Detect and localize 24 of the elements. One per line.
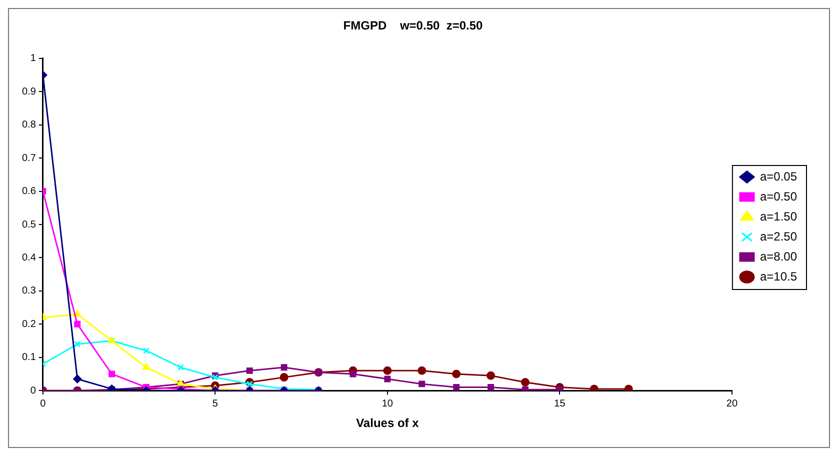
legend-label: a=1.50 (760, 209, 798, 224)
y-tick-label: 0.2 (22, 318, 36, 330)
y-tick-label: 0.4 (22, 252, 36, 264)
x-tick-label: 20 (726, 398, 738, 410)
y-tick-label: 0.8 (22, 120, 36, 131)
legend-label: a=10.5 (760, 269, 798, 284)
legend-label: a=0.50 (760, 189, 798, 204)
y-tick-label: 0.3 (22, 286, 36, 297)
y-tick-label: 0.1 (22, 352, 36, 364)
chart-title: FMGPD w=0.50 z=0.50 (343, 18, 484, 33)
x-axis-title: Values of x (356, 416, 420, 430)
x-tick-label: 5 (212, 398, 218, 410)
y-tick-label: 0 (30, 385, 36, 396)
x-tick-label: 10 (382, 398, 394, 410)
legend-label: a=2.50 (760, 229, 798, 244)
y-tick-label: 0.5 (22, 219, 36, 230)
legend-label: a=0.05 (760, 169, 798, 184)
x-tick-label: 15 (554, 398, 566, 410)
y-tick-label: 0.9 (22, 86, 36, 98)
y-tick-label: 0.6 (22, 186, 36, 198)
y-tick-label: 1 (30, 53, 36, 64)
x-tick-label: 0 (40, 398, 46, 410)
y-tick-label: 0.7 (22, 152, 36, 164)
legend-label: a=8.00 (760, 249, 798, 264)
